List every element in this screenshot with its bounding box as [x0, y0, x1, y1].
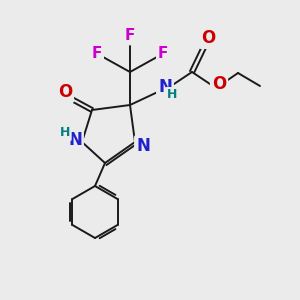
Text: O: O [201, 29, 215, 47]
Text: F: F [158, 46, 168, 62]
Text: N: N [158, 78, 172, 96]
Text: H: H [167, 88, 177, 101]
Text: F: F [125, 28, 135, 44]
Text: O: O [212, 75, 226, 93]
Text: F: F [92, 46, 102, 62]
Text: O: O [58, 83, 72, 101]
Text: N: N [136, 137, 150, 155]
Text: N: N [68, 131, 82, 149]
Text: H: H [60, 127, 70, 140]
